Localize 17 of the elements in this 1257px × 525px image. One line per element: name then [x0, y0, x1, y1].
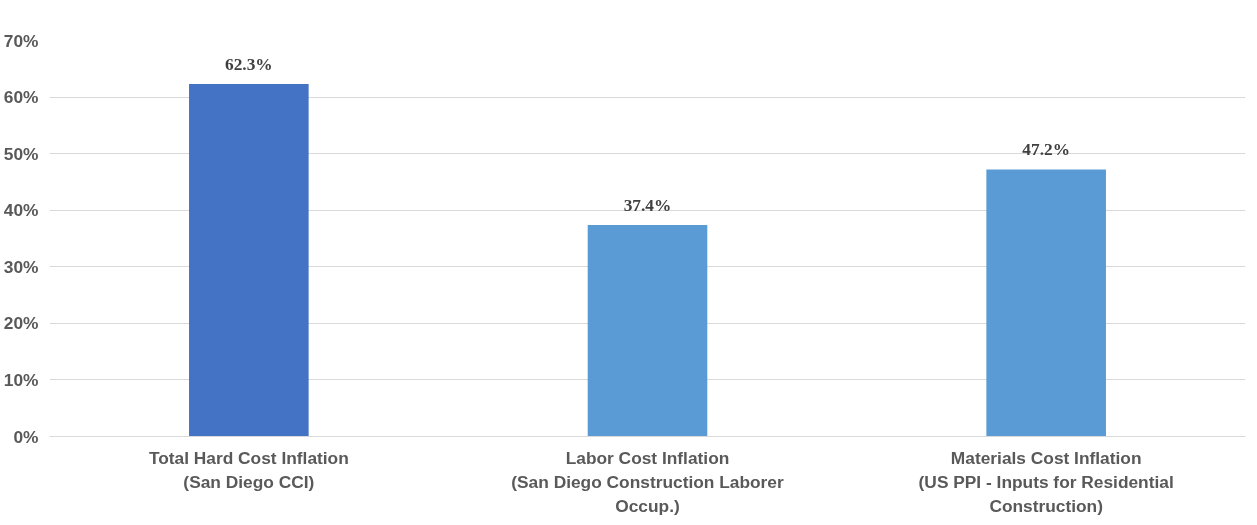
- y-tick-label: 50%: [3, 143, 39, 164]
- x-tick-label: Materials Cost Inflation (US PPI - Inputs for Residential Construction): [918, 447, 1174, 516]
- y-tick-label: 30%: [3, 256, 39, 277]
- y-tick-label: 20%: [3, 313, 39, 334]
- data-label: 37.4%: [623, 195, 672, 215]
- data-label: 62.3%: [225, 55, 273, 75]
- x-tick-label: Labor Cost Inflation (San Diego Construction Laborer Occup.): [511, 447, 784, 516]
- y-tick-label: 40%: [3, 200, 39, 221]
- data-label: 47.2%: [1022, 140, 1070, 160]
- y-tick-label: 60%: [3, 87, 39, 108]
- x-tick-label: Total Hard Cost Inflation (San Diego CCI): [148, 447, 349, 492]
- y-tick-label: 0%: [13, 426, 39, 447]
- y-tick-label: 10%: [3, 369, 39, 390]
- bar: [587, 224, 708, 437]
- y-tick-label: 70%: [3, 30, 39, 51]
- bar: [986, 169, 1106, 437]
- bar: [189, 84, 309, 437]
